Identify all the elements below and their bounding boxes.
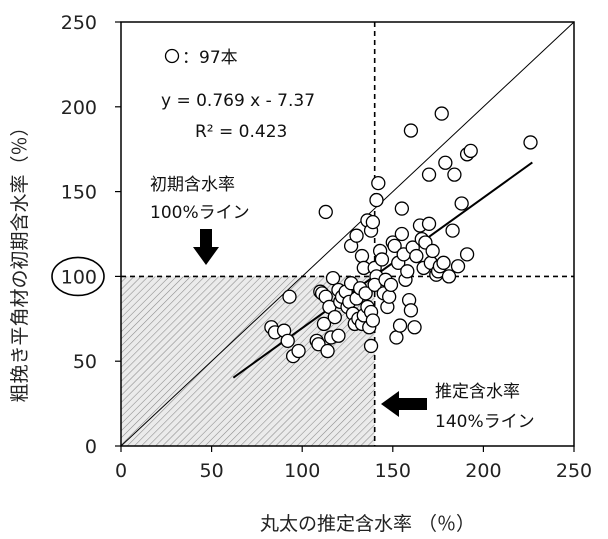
data-point — [441, 269, 457, 284]
data-point — [392, 318, 408, 333]
data-point — [371, 175, 386, 191]
data-point — [459, 247, 475, 262]
y-tick-label: 50 — [73, 351, 97, 373]
data-point — [316, 316, 332, 332]
data-point — [331, 328, 346, 343]
data-point — [400, 264, 415, 279]
data-point — [421, 167, 437, 182]
data-point — [369, 192, 384, 208]
x-tick-label: 150 — [375, 460, 411, 482]
data-point — [363, 338, 379, 354]
data-point — [325, 270, 341, 286]
data-point — [438, 155, 453, 170]
threshold-v-label-2: 140%ライン — [435, 412, 535, 432]
x-axis-title: 丸太の推定含水率 （％） — [260, 513, 475, 535]
data-point — [450, 259, 466, 274]
data-point — [445, 223, 460, 238]
plot-frame — [115, 21, 575, 452]
circled-tick-marker — [51, 256, 105, 297]
data-point — [434, 106, 449, 121]
down-arrow-icon — [193, 229, 219, 265]
data-point — [463, 143, 478, 159]
data-point — [394, 201, 410, 216]
data-point — [409, 248, 424, 264]
r-squared: R² = 0.423 — [195, 122, 287, 142]
data-point — [320, 343, 335, 359]
plot-frame-border — [120, 21, 575, 447]
data-point — [358, 286, 373, 301]
data-point — [280, 333, 295, 348]
data-point — [382, 289, 397, 304]
x-tick-label: 100 — [284, 460, 320, 482]
left-arrow-icon — [381, 391, 427, 417]
tick-labels: 0 50 100 150 200 250 0 50 100 150 200 250 — [51, 12, 592, 482]
data-point — [454, 196, 469, 211]
data-point — [389, 330, 404, 345]
y-axis-title: 粗挽き平角材の初期含水率（％） — [9, 117, 31, 402]
data-point — [318, 204, 333, 220]
data-point — [354, 248, 370, 264]
threshold-h-label-1: 初期含水率 — [150, 175, 235, 195]
threshold-v-label-1: 推定含水率 — [435, 382, 520, 402]
threshold-h-label-2: 100%ライン — [150, 203, 250, 223]
data-point — [436, 255, 451, 270]
data-point — [365, 214, 381, 230]
data-point — [523, 135, 538, 150]
data-point — [394, 226, 410, 242]
reference-line-1to1 — [120, 21, 575, 447]
regression-equation: y = 0.769 x - 7.37 — [161, 91, 315, 111]
data-point — [425, 243, 440, 259]
data-point — [365, 313, 381, 328]
y-tick-label: 200 — [61, 97, 97, 119]
x-tick-label: 200 — [465, 460, 501, 482]
y-tick-label: 100 — [61, 266, 97, 288]
y-tick-label: 250 — [61, 12, 97, 34]
x-tick-label: 250 — [556, 460, 592, 482]
data-point — [403, 123, 419, 138]
y-tick-label: 0 — [85, 436, 97, 458]
x-tick-label: 50 — [200, 460, 224, 482]
data-point — [447, 167, 462, 182]
data-point — [349, 228, 364, 243]
data-point — [383, 277, 399, 293]
data-point — [387, 238, 402, 254]
data-point — [282, 289, 297, 304]
legend-label: ：97本 — [182, 48, 238, 68]
regression-line — [232, 161, 533, 379]
data-points — [264, 106, 538, 364]
legend-marker — [164, 48, 180, 64]
data-point — [403, 303, 419, 318]
data-point — [407, 320, 422, 335]
data-point — [291, 343, 306, 359]
y-tick-label: 150 — [61, 182, 97, 204]
x-tick-label: 0 — [115, 460, 127, 482]
data-point — [327, 309, 342, 325]
data-point — [374, 252, 390, 267]
data-point — [421, 216, 437, 231]
annotations: ：97本 y = 0.769 x - 7.37 R² = 0.423 初期含水率… — [9, 48, 535, 535]
